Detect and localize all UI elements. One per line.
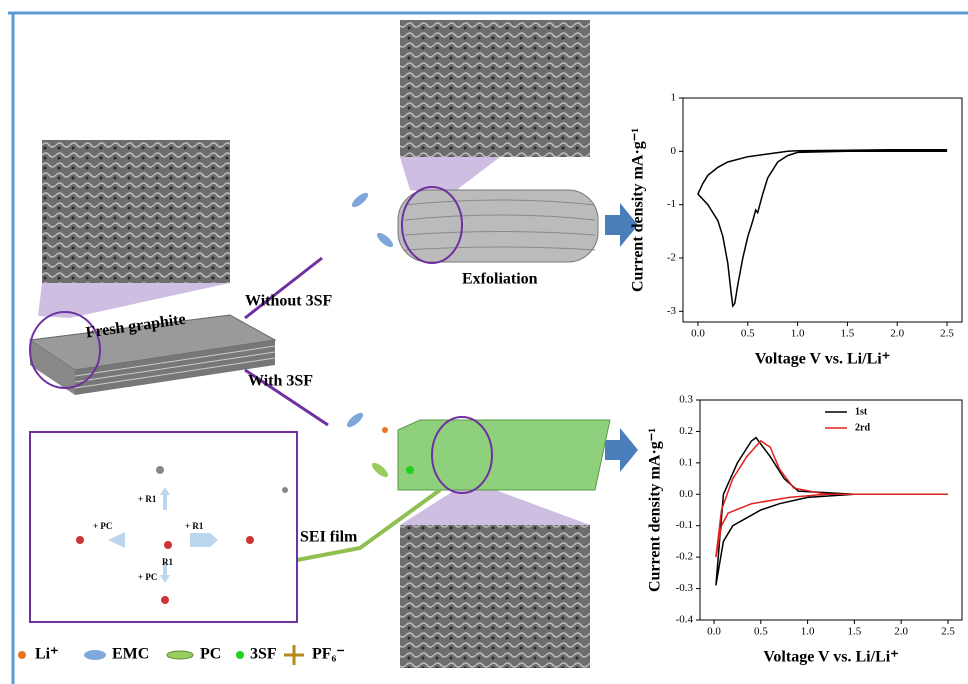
cv-curve	[715, 436, 948, 586]
zoom-cone	[38, 283, 230, 318]
reaction-label: R1	[162, 557, 173, 567]
x-tick-label: 2.5	[941, 626, 955, 638]
reaction-label: + PC	[93, 521, 112, 531]
y-tick-label: 0.1	[679, 456, 693, 468]
legend-label: PF₆⁻	[312, 646, 345, 663]
sem-image	[400, 20, 590, 157]
y-tick-label: 0	[671, 145, 677, 157]
sem-image	[400, 525, 590, 668]
plot-frame	[682, 97, 963, 323]
y-tick-label: -0.4	[676, 614, 694, 626]
label: Exfoliation	[462, 271, 538, 288]
y-axis-label: Current density mA·g⁻¹	[630, 128, 647, 292]
cv-curve	[697, 148, 948, 308]
x-tick-label: 0.5	[741, 328, 755, 340]
y-tick-label: -1	[667, 198, 676, 210]
ions	[346, 192, 414, 478]
x-tick-label: 2.5	[940, 328, 954, 340]
x-tick-label: 2.0	[890, 328, 904, 340]
arrow	[605, 428, 638, 472]
legend-label: PC	[200, 646, 221, 663]
plot-frame	[699, 399, 963, 621]
y-tick-label: -2	[667, 252, 676, 264]
arrow	[160, 487, 170, 510]
x-tick-label: 1.0	[801, 626, 815, 638]
arrow	[108, 532, 125, 548]
reaction-label: + R1	[138, 494, 157, 504]
y-tick-label: -0.1	[676, 519, 693, 531]
mechanism-box	[29, 431, 298, 623]
y-tick-label: 0.3	[679, 394, 693, 406]
highlight	[29, 311, 101, 389]
highlight	[401, 186, 463, 264]
highlight	[431, 416, 493, 494]
reaction-label: + PC	[138, 572, 157, 582]
legend-label: 1st	[855, 406, 868, 417]
zoom-cone	[400, 488, 590, 525]
sei-pointer	[296, 488, 442, 562]
y-tick-label: 0.2	[679, 425, 693, 437]
y-tick-label: 0.0	[679, 488, 693, 500]
molecules	[76, 466, 288, 604]
legend-label: Li⁺	[35, 646, 59, 663]
x-tick-label: 0.0	[707, 626, 721, 638]
reaction-label: + R1	[185, 521, 204, 531]
zoom-cone	[400, 157, 500, 195]
arrow	[190, 533, 218, 547]
y-tick-label: -3	[667, 305, 677, 317]
y-tick-label: 1	[671, 92, 677, 104]
x-tick-label: 0.5	[754, 626, 768, 638]
arrow	[605, 203, 638, 247]
x-tick-label: 1.5	[848, 626, 862, 638]
graphite-sei	[397, 419, 611, 491]
graphite-stack	[28, 314, 277, 395]
x-tick-label: 1.0	[791, 328, 805, 340]
cv-curve	[715, 439, 948, 558]
y-axis-label: Current density mA·g⁻¹	[647, 428, 664, 592]
x-axis-label: Voltage V vs. Li/Li⁺	[763, 649, 898, 666]
y-tick-label: -0.3	[676, 582, 694, 594]
arrow	[160, 562, 170, 583]
legend-label: EMC	[112, 646, 149, 663]
legend-label: 2rd	[855, 422, 870, 433]
x-tick-label: 1.5	[841, 328, 855, 340]
y-tick-label: -0.2	[676, 551, 693, 563]
x-tick-label: 0.0	[691, 328, 705, 340]
label: SEI film	[300, 529, 358, 546]
arrow	[244, 368, 329, 427]
layers	[404, 199, 596, 251]
legend: Li⁺ EMC PC 3SF PF₆⁻	[18, 645, 345, 665]
legend-label: 3SF	[250, 646, 277, 663]
x-axis-label: Voltage V vs. Li/Li⁺	[755, 351, 890, 368]
sem-image	[42, 140, 230, 283]
label: Without 3SF	[245, 293, 333, 310]
arrow	[244, 256, 323, 320]
graphite-exfoliated	[397, 189, 599, 263]
x-tick-label: 2.0	[894, 626, 908, 638]
label: With 3SF	[248, 373, 313, 390]
